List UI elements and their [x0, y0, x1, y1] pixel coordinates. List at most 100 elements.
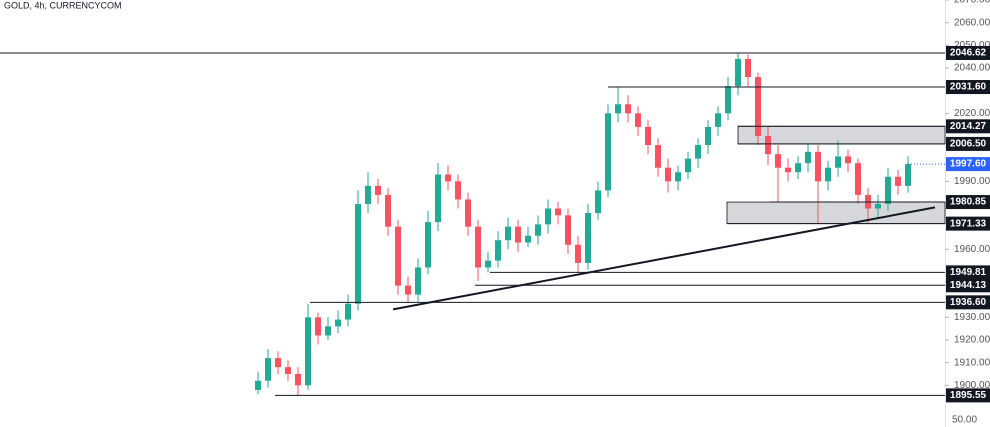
candle-body [335, 319, 341, 327]
level-label: 2046.62 [950, 48, 987, 59]
level-label-bg [946, 195, 990, 210]
level-label-bg [946, 295, 990, 310]
y-tick-label: 2070.00 [954, 0, 990, 6]
trendline [392, 206, 936, 311]
candle-body [645, 126, 651, 146]
candle-body [625, 104, 631, 114]
candle-body [295, 373, 301, 386]
candle-body [405, 285, 411, 295]
candle-body [795, 163, 801, 173]
candle-body [285, 367, 291, 374]
candle-body [735, 58, 741, 87]
candle-body [655, 145, 661, 168]
candle-body [305, 317, 311, 386]
candle-body [775, 154, 781, 168]
chart-title: GOLD, 4h, CURRENCYCOM [4, 0, 122, 10]
candle-body [375, 185, 381, 195]
candle-body [525, 235, 531, 243]
y-tick-label: 2020.00 [954, 108, 990, 119]
level-label: 1944.13 [950, 280, 987, 291]
level-label-bg [946, 278, 990, 293]
level-label-bg [946, 388, 990, 403]
level-label: 2014.27 [950, 121, 987, 132]
candle-body [845, 156, 851, 164]
candle-body [555, 208, 561, 216]
candle-body [395, 226, 401, 286]
candle-body [595, 190, 601, 214]
bottom-scale-label: 50.00 [952, 415, 977, 426]
candle-body [275, 358, 281, 368]
candle-body [465, 199, 471, 227]
y-tick-label: 2040.00 [954, 63, 990, 74]
candle-body [575, 244, 581, 263]
candle-body [545, 208, 551, 225]
candle-body [505, 226, 511, 241]
y-tick-label: 1900.00 [954, 380, 990, 391]
candle-body [715, 113, 721, 127]
candle-body [325, 326, 331, 336]
candle-body [615, 104, 621, 114]
last-price-label: 1997.60 [950, 159, 987, 170]
candle-body [695, 145, 701, 159]
level-label-bg [946, 45, 990, 60]
candle-body [425, 222, 431, 268]
candle-body [255, 380, 261, 390]
candle-body [455, 181, 461, 200]
candle-body [495, 240, 501, 261]
level-label: 2006.50 [950, 139, 987, 150]
y-tick-label: 1910.00 [954, 357, 990, 368]
candle-body [565, 215, 571, 245]
candle-body [685, 158, 691, 173]
candle-body [445, 174, 451, 182]
y-tick-label: 1920.00 [954, 335, 990, 346]
candle-body [475, 226, 481, 268]
candle-body [755, 77, 761, 136]
level-label-bg [946, 216, 990, 231]
level-label: 2031.60 [950, 82, 987, 93]
zone [726, 201, 946, 225]
candle-body [885, 176, 891, 204]
candle-body [345, 303, 351, 320]
candle-body [745, 58, 751, 78]
candle-body [435, 174, 441, 223]
level-label-bg [946, 136, 990, 151]
candle-body [605, 113, 611, 191]
candle-body [765, 135, 771, 155]
candle-body [535, 224, 541, 236]
candle-body [835, 156, 841, 168]
level-label: 1936.60 [950, 297, 987, 308]
candle-body [875, 203, 881, 209]
candle-body [265, 358, 271, 381]
candle-body [665, 167, 671, 182]
candle-body [895, 176, 901, 186]
candle-body [385, 194, 391, 227]
candle-body [485, 260, 491, 268]
candle-body [515, 226, 521, 243]
last-price-bg [946, 157, 990, 172]
level-label: 1895.55 [950, 390, 987, 401]
y-tick-label: 2050.00 [954, 40, 990, 51]
level-label: 1980.85 [950, 197, 987, 208]
level-label: 1949.81 [950, 267, 987, 278]
candle-body [805, 151, 811, 164]
candle-body [705, 126, 711, 146]
candle-body [815, 151, 821, 182]
candle-body [365, 185, 371, 204]
y-tick-label: 1990.00 [954, 176, 990, 187]
level-label-bg [946, 80, 990, 95]
y-tick-label: 2060.00 [954, 17, 990, 28]
candle-body [585, 213, 591, 263]
candle-body [355, 203, 361, 304]
candle-body [855, 163, 861, 195]
candle-body [675, 172, 681, 182]
level-label-bg [946, 119, 990, 134]
level-label-bg [946, 265, 990, 280]
candle-body [785, 167, 791, 173]
candle-body [315, 317, 321, 336]
y-tick-label: 1960.00 [954, 244, 990, 255]
level-label: 1971.33 [950, 218, 987, 229]
candle-body [905, 164, 911, 186]
candle-body [635, 113, 641, 127]
